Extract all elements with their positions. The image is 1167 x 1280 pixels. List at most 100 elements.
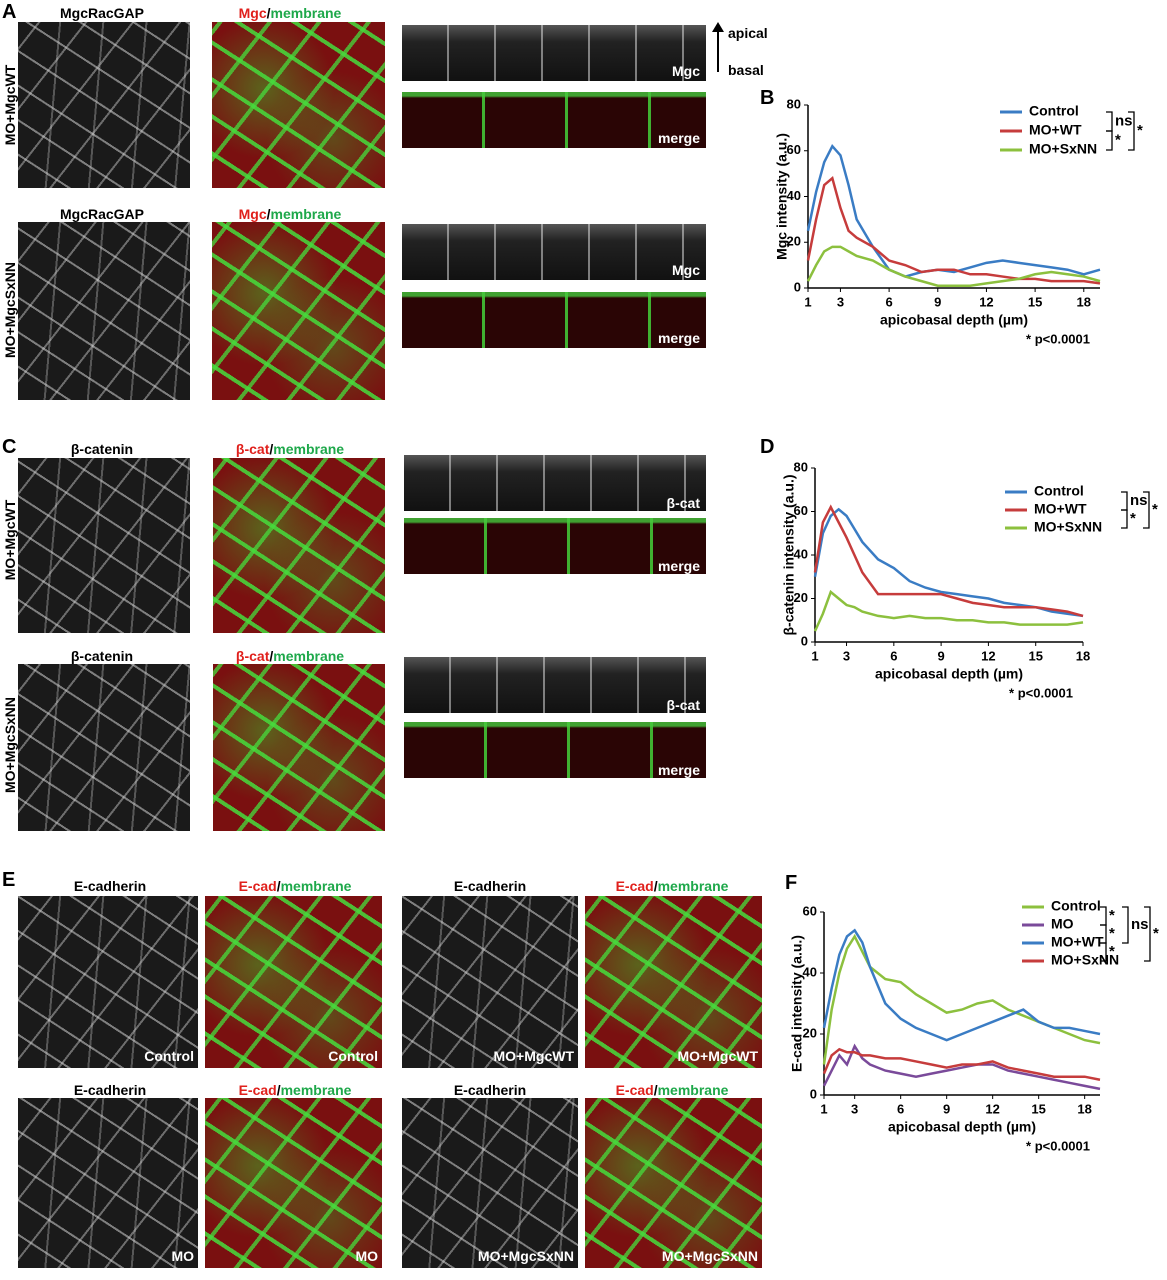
label: E-cadherin	[73, 1082, 147, 1098]
panel-letter: E	[2, 869, 16, 891]
merge-label-part: /	[266, 5, 271, 21]
merge-label-part: /	[653, 878, 658, 894]
label: β-catenin	[70, 648, 134, 664]
micrograph	[404, 657, 706, 713]
merge-label-part: membrane	[273, 441, 345, 457]
label: MO+MgcSxNN	[477, 1248, 574, 1264]
merge-label: E-cad/membrane	[616, 1082, 729, 1098]
y-tick-label: 0	[810, 1086, 817, 1101]
micrograph	[18, 22, 190, 188]
legend-label: MO+SxNN	[1029, 141, 1097, 157]
micrograph	[212, 222, 385, 400]
legend-label: Control	[1051, 898, 1101, 914]
y-tick-label: 80	[794, 459, 808, 474]
significance-bracket	[1144, 906, 1151, 962]
x-tick-label: 18	[1077, 1101, 1091, 1116]
micrograph	[213, 458, 385, 633]
x-tick-label: 9	[938, 648, 945, 663]
y-tick-label: 20	[787, 234, 801, 249]
merge-label-part: E-cad	[238, 1082, 277, 1098]
merge-label-part: E-cad	[615, 1082, 654, 1098]
series-line	[822, 1047, 1101, 1081]
label: merge	[657, 130, 700, 146]
micrograph	[213, 664, 385, 831]
y-tick-label: 0	[801, 633, 808, 648]
merge-label: E-cad/membrane	[616, 878, 729, 894]
label: apical	[728, 25, 768, 41]
significance-bracket	[1143, 491, 1150, 529]
micrograph	[404, 518, 706, 574]
merge-label: Mgc/membrane	[239, 5, 342, 21]
y-tick-label: 60	[787, 142, 801, 157]
label: MO	[171, 1248, 194, 1264]
x-tick-label: 3	[837, 294, 844, 309]
x-tick-label: 6	[885, 294, 892, 309]
label: MO+MgcWT	[677, 1048, 759, 1064]
significance-label: *	[1109, 925, 1115, 942]
label: MO+MgcSxNN	[661, 1248, 758, 1264]
merge-label: β-cat/membrane	[236, 648, 344, 664]
x-tick-label: 15	[1028, 648, 1042, 663]
x-tick-label: 15	[1028, 294, 1042, 309]
significance-label: *	[1153, 925, 1159, 942]
y-tick-label: 60	[794, 503, 808, 518]
merge-label-part: Mgc	[238, 5, 267, 21]
significance-bracket	[1128, 111, 1135, 151]
merge-label-part: membrane	[270, 206, 342, 222]
label: MgcRacGAP	[59, 206, 145, 222]
x-axis-label: apicobasal depth (µm)	[875, 666, 1023, 682]
merge-label: β-cat/membrane	[236, 441, 344, 457]
x-tick-label: 15	[1031, 1101, 1045, 1116]
y-tick-label: 20	[794, 590, 808, 605]
micrograph	[205, 896, 382, 1068]
significance-bracket	[1100, 906, 1107, 926]
micrograph	[18, 458, 190, 633]
micrograph	[585, 896, 762, 1068]
significance-bracket	[1106, 130, 1113, 151]
significance-label: *	[1137, 122, 1143, 139]
merge-label-part: /	[276, 1082, 281, 1098]
label: Mgc	[672, 262, 700, 278]
merge-label-part: membrane	[270, 5, 342, 21]
x-tick-label: 1	[804, 294, 811, 309]
micrograph	[402, 92, 706, 148]
x-tick-label: 1	[811, 648, 818, 663]
arrow-head	[712, 22, 724, 32]
series-line	[813, 504, 1084, 618]
panel-letter: F	[785, 872, 798, 894]
micrograph	[404, 455, 706, 511]
label: MO	[355, 1248, 378, 1264]
x-tick-label: 3	[851, 1101, 858, 1116]
micrograph	[18, 664, 190, 831]
label: merge	[657, 762, 700, 778]
legend-label: MO+WT	[1034, 501, 1087, 517]
x-tick-label: 18	[1076, 648, 1090, 663]
series-line	[813, 589, 1084, 632]
merge-label-part: β-cat	[235, 648, 270, 664]
series-line	[822, 1043, 1101, 1091]
y-tick-label: 40	[787, 188, 801, 203]
merge-label-part: membrane	[280, 878, 352, 894]
legend-label: MO+SxNN	[1051, 952, 1119, 968]
label: E-cadherin	[73, 878, 147, 894]
x-tick-label: 12	[979, 294, 993, 309]
significance-label: ns	[1115, 112, 1133, 129]
note: * p<0.0001	[1026, 1138, 1090, 1153]
merge-label-part: /	[269, 648, 274, 664]
x-tick-label: 18	[1077, 294, 1091, 309]
micrograph	[402, 292, 706, 348]
legend-label: MO+SxNN	[1034, 519, 1102, 535]
merge-label-part: membrane	[273, 648, 345, 664]
legend-label: MO+WT	[1051, 934, 1104, 950]
y-tick-label: 60	[803, 903, 817, 918]
merge-label-part: /	[653, 1082, 658, 1098]
label: merge	[657, 558, 700, 574]
x-tick-label: 9	[943, 1101, 950, 1116]
label: Control	[328, 1048, 378, 1064]
significance-bracket	[1121, 491, 1128, 511]
significance-bracket	[1122, 906, 1129, 944]
merge-label-part: membrane	[657, 878, 729, 894]
merge-label-part: /	[276, 878, 281, 894]
micrograph	[402, 224, 706, 280]
